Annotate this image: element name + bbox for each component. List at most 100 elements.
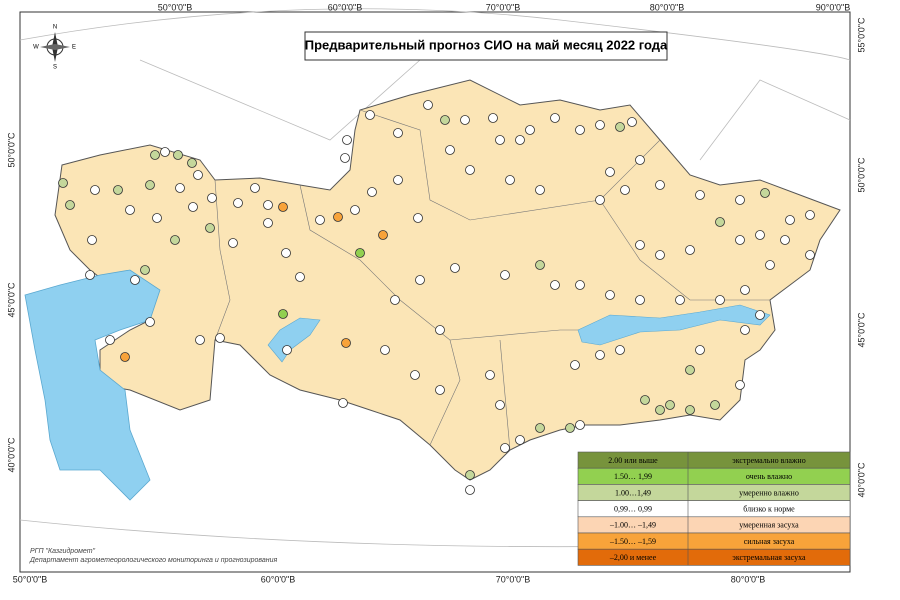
station-dot xyxy=(515,435,525,445)
station-dot xyxy=(145,180,155,190)
station-dot xyxy=(500,270,510,280)
compass-w: W xyxy=(33,45,39,51)
legend-label: близко к норме xyxy=(743,505,795,514)
station-dot xyxy=(170,235,180,245)
station-dot xyxy=(250,183,260,193)
station-dot xyxy=(278,309,288,319)
station-dot xyxy=(350,205,360,215)
graticule-label: 50°0'0"В xyxy=(158,2,193,12)
station-dot xyxy=(105,335,115,345)
station-dot xyxy=(635,155,645,165)
station-dot xyxy=(465,165,475,175)
graticule-label: 70°0'0"В xyxy=(496,574,531,584)
station-dot xyxy=(415,275,425,285)
station-dot xyxy=(125,205,135,215)
station-dot xyxy=(740,285,750,295)
graticule-label: 50°0'0"С xyxy=(6,132,16,168)
station-dot xyxy=(570,360,580,370)
station-dot xyxy=(595,350,605,360)
station-dot xyxy=(160,147,170,157)
region-borders xyxy=(214,109,770,451)
station-dot xyxy=(695,190,705,200)
station-dot xyxy=(410,370,420,380)
station-dot xyxy=(685,245,695,255)
legend-label: сильная засуха xyxy=(744,537,795,546)
station-dot xyxy=(735,195,745,205)
legend-range: –1.50… –1,59 xyxy=(609,537,656,546)
station-dot xyxy=(58,178,68,188)
station-dot xyxy=(205,223,215,233)
station-dot xyxy=(495,135,505,145)
station-dot xyxy=(710,400,720,410)
region-border xyxy=(359,109,661,221)
station-dot xyxy=(90,185,100,195)
station-dot xyxy=(635,240,645,250)
station-dot xyxy=(505,175,515,185)
station-dot xyxy=(655,405,665,415)
station-dot xyxy=(550,113,560,123)
station-dot xyxy=(780,235,790,245)
station-dot xyxy=(655,250,665,260)
legend: 2.00 или выше экстремально влажно 1.50… 1,… xyxy=(577,451,851,566)
station-dot xyxy=(535,423,545,433)
compass-n: N xyxy=(53,25,57,31)
station-dot xyxy=(281,248,291,258)
station-dot xyxy=(341,338,351,348)
station-dot xyxy=(685,365,695,375)
station-dot xyxy=(152,213,162,223)
legend-label: очень влажно xyxy=(746,472,792,481)
station-dot xyxy=(378,230,388,240)
station-dot xyxy=(765,260,775,270)
station-dot xyxy=(675,295,685,305)
station-dot xyxy=(695,345,705,355)
station-dot xyxy=(605,167,615,177)
station-dot xyxy=(575,125,585,135)
station-dot xyxy=(488,113,498,123)
station-dot xyxy=(140,265,150,275)
station-dot xyxy=(735,380,745,390)
station-dot xyxy=(193,170,203,180)
station-dot xyxy=(460,115,470,125)
station-dot xyxy=(805,250,815,260)
station-dot xyxy=(263,200,273,210)
station-dot xyxy=(715,295,725,305)
title-box xyxy=(304,31,668,61)
station-dot xyxy=(113,185,123,195)
station-dot xyxy=(130,275,140,285)
country-area xyxy=(54,79,841,481)
station-dot xyxy=(550,280,560,290)
station-dot xyxy=(315,215,325,225)
graticule-label: 60°0'0"В xyxy=(261,574,296,584)
graticule-label: 90°0'0"В xyxy=(816,2,851,12)
compass-s: S xyxy=(53,65,57,71)
station-dot xyxy=(423,100,433,110)
station-dot xyxy=(635,295,645,305)
region-border xyxy=(299,184,461,446)
station-dot xyxy=(735,235,745,245)
station-dot xyxy=(525,125,535,135)
graticule-label: 40°0'0"С xyxy=(6,437,16,473)
station-dot xyxy=(615,122,625,132)
graticule-label: 55°0'0"С xyxy=(856,17,866,53)
station-dot xyxy=(535,185,545,195)
legend-label: умеренная засуха xyxy=(739,521,799,530)
region-border xyxy=(214,179,231,341)
border-line xyxy=(139,59,421,141)
aral-sea xyxy=(267,317,321,363)
station-dot xyxy=(565,423,575,433)
station-dot xyxy=(187,158,197,168)
compass: N E S W xyxy=(33,25,76,71)
station-dot xyxy=(207,193,217,203)
station-dot xyxy=(575,280,585,290)
station-dot xyxy=(805,210,815,220)
graticule-label: 40°0'0"С xyxy=(856,462,866,498)
graticule-label: 50°0'0"В xyxy=(13,574,48,584)
station-dot xyxy=(228,238,238,248)
station-dot xyxy=(740,325,750,335)
graticule-label: 80°0'0"В xyxy=(650,2,685,12)
stations xyxy=(58,100,815,495)
legend-range: –2,00 и менее xyxy=(609,553,657,562)
station-dot xyxy=(65,200,75,210)
compass-e: E xyxy=(72,45,76,51)
station-dot xyxy=(215,333,225,343)
